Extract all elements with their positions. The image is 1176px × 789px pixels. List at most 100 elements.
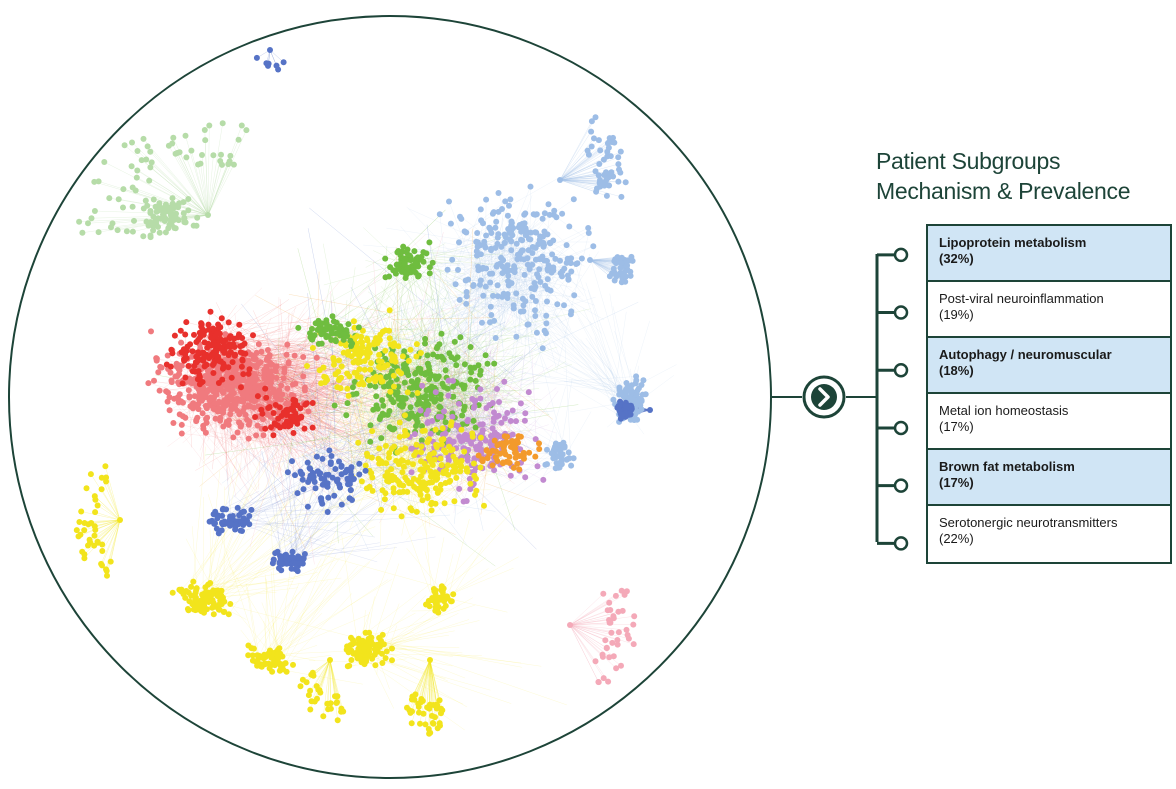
network-edge bbox=[559, 179, 607, 197]
network-node bbox=[379, 397, 386, 404]
network-node bbox=[477, 395, 484, 402]
network-node bbox=[451, 338, 458, 345]
network-node bbox=[508, 222, 515, 229]
network-node bbox=[500, 257, 507, 264]
network-edge bbox=[411, 382, 468, 473]
network-edge bbox=[410, 482, 427, 535]
network-node bbox=[240, 398, 247, 405]
network-node bbox=[444, 266, 451, 273]
network-edge bbox=[589, 259, 613, 274]
network-node bbox=[513, 418, 519, 425]
network-node bbox=[622, 387, 629, 394]
network-edge bbox=[97, 505, 121, 521]
network-edge bbox=[210, 535, 241, 598]
network-edge bbox=[277, 565, 359, 661]
network-node bbox=[456, 296, 463, 303]
network-edge bbox=[149, 180, 209, 216]
network-edge bbox=[78, 519, 121, 537]
network-node bbox=[262, 385, 269, 392]
network-edge bbox=[588, 254, 631, 397]
network-edge bbox=[350, 380, 370, 441]
network-node bbox=[238, 363, 245, 370]
network-edge bbox=[437, 388, 498, 422]
network-node bbox=[490, 209, 497, 216]
network-node bbox=[168, 379, 175, 386]
network-node bbox=[467, 344, 474, 350]
network-edge bbox=[370, 641, 542, 667]
network-node bbox=[473, 487, 480, 494]
network-edge bbox=[485, 482, 547, 505]
network-node bbox=[207, 308, 214, 315]
network-edge bbox=[466, 296, 569, 340]
network-node bbox=[456, 239, 462, 246]
network-edge bbox=[608, 367, 620, 388]
network-node bbox=[494, 261, 501, 268]
network-edge bbox=[151, 162, 209, 216]
network-node bbox=[331, 402, 338, 409]
network-node bbox=[458, 457, 465, 464]
network-edge bbox=[240, 341, 319, 353]
network-edge bbox=[290, 444, 366, 559]
network-node bbox=[404, 488, 411, 495]
network-edge bbox=[441, 333, 538, 358]
network-node bbox=[210, 370, 217, 376]
network-edge bbox=[309, 388, 402, 479]
network-edge bbox=[481, 268, 492, 346]
network-edge bbox=[569, 624, 596, 662]
network-edge bbox=[243, 394, 288, 496]
network-edge bbox=[349, 488, 368, 529]
network-edge bbox=[513, 267, 532, 306]
network-node bbox=[367, 382, 374, 389]
network-edge bbox=[559, 137, 614, 181]
network-edge bbox=[241, 303, 324, 408]
network-edge bbox=[452, 397, 484, 531]
network-edge bbox=[363, 244, 521, 260]
network-node bbox=[623, 380, 630, 386]
network-node bbox=[463, 465, 470, 472]
network-node bbox=[508, 238, 515, 245]
network-node bbox=[419, 382, 426, 389]
network-edge bbox=[292, 461, 311, 552]
network-node bbox=[554, 301, 561, 308]
network-node bbox=[366, 377, 372, 384]
network-edge bbox=[238, 522, 333, 525]
network-node bbox=[194, 414, 201, 421]
network-node bbox=[369, 428, 376, 435]
network-edge bbox=[404, 311, 436, 352]
network-edge bbox=[270, 364, 370, 477]
network-node bbox=[338, 363, 345, 370]
network-node bbox=[439, 425, 446, 432]
network-node bbox=[542, 282, 549, 289]
network-edge bbox=[292, 429, 332, 558]
network-node bbox=[246, 388, 253, 395]
network-edge bbox=[271, 580, 329, 658]
network-edge bbox=[279, 528, 338, 671]
network-node bbox=[381, 496, 388, 503]
network-node bbox=[511, 263, 518, 270]
network-edge bbox=[143, 138, 209, 216]
network-node bbox=[441, 408, 447, 415]
network-edge bbox=[387, 395, 419, 452]
network-edge bbox=[264, 510, 284, 558]
network-edge bbox=[443, 242, 521, 260]
network-node bbox=[425, 407, 432, 414]
network-edge bbox=[278, 562, 292, 658]
network-edge bbox=[589, 259, 615, 262]
network-node bbox=[487, 279, 494, 286]
network-node bbox=[344, 400, 351, 407]
network-edge bbox=[569, 624, 604, 658]
network-edge bbox=[426, 659, 431, 708]
network-edge bbox=[429, 242, 472, 362]
network-node bbox=[561, 265, 568, 272]
network-node bbox=[481, 242, 488, 249]
network-edge bbox=[301, 411, 366, 456]
network-node bbox=[414, 390, 421, 396]
network-edge bbox=[433, 537, 445, 590]
network-node bbox=[527, 183, 534, 190]
network-node bbox=[402, 474, 409, 481]
network-node bbox=[532, 298, 539, 304]
network-edge bbox=[614, 330, 640, 399]
network-edge bbox=[507, 293, 581, 297]
network-node bbox=[371, 339, 378, 346]
network-edge bbox=[285, 499, 383, 664]
